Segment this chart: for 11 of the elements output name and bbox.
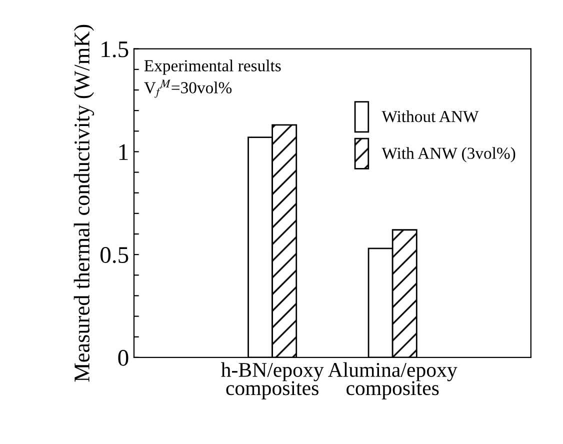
- legend-label: Without ANW: [382, 110, 479, 122]
- y-tick-label: 1.5: [102, 41, 128, 58]
- y-tick-label: 0.5: [100, 247, 128, 264]
- annotation: V$_{f}$$^{M}$=30vol%: [144, 80, 232, 98]
- x-tick-label: h-BN/epoxy composites: [221, 362, 324, 400]
- x-tick-label: Alumina/epoxy composites: [328, 362, 458, 400]
- legend-label: With ANW (3vol%): [382, 147, 516, 162]
- y-tick-label: 1: [119, 144, 128, 160]
- y-tick-label: 0: [118, 350, 128, 366]
- annotation: Experimental results: [144, 60, 281, 75]
- y-axis-title: Measured thermal conductivity (W/mK): [74, 24, 94, 382]
